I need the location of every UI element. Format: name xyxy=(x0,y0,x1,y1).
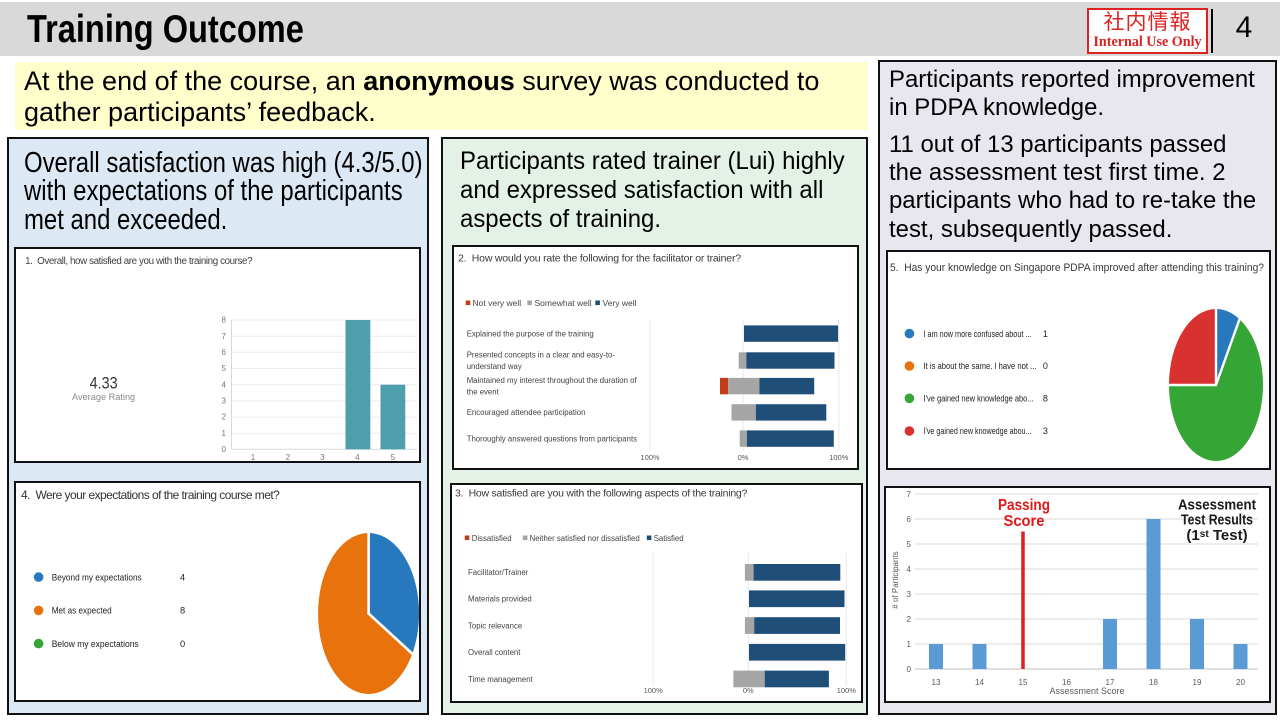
svg-text:5: 5 xyxy=(907,540,912,549)
svg-text:Neither satisfied nor dissatis: Neither satisfied nor dissatisfied xyxy=(530,534,640,543)
svg-text:Assessment: Assessment xyxy=(1178,496,1256,513)
svg-text:# of Participants: # of Participants xyxy=(891,551,900,608)
svg-text:3: 3 xyxy=(1043,426,1048,436)
svg-text:5: 5 xyxy=(222,364,227,373)
svg-text:Assessment Score: Assessment Score xyxy=(1049,686,1124,696)
svg-text:13: 13 xyxy=(932,678,941,687)
svg-text:Thoroughly answered questions: Thoroughly answered questions from parti… xyxy=(467,434,637,443)
svg-text:1: 1 xyxy=(1043,329,1048,339)
svg-text:6: 6 xyxy=(222,348,227,357)
svg-text:100%: 100% xyxy=(837,686,857,695)
svg-text:7: 7 xyxy=(907,490,912,499)
svg-text:15: 15 xyxy=(1019,678,1028,687)
svg-text:2. How would you rate the fol: 2. How would you rate the following for … xyxy=(458,252,741,264)
svg-text:Met as expected: Met as expected xyxy=(52,606,112,616)
svg-text:Below my expectations: Below my expectations xyxy=(52,639,139,649)
svg-text:14: 14 xyxy=(975,678,984,687)
svg-text:0%: 0% xyxy=(743,686,754,695)
svg-text:4. Were your expectations of: 4. Were your expectations of the trainin… xyxy=(21,488,280,502)
svg-text:0: 0 xyxy=(180,639,185,649)
svg-text:0: 0 xyxy=(222,445,227,454)
svg-text:4: 4 xyxy=(180,572,185,582)
svg-text:Overall content: Overall content xyxy=(468,648,521,657)
svg-text:I am now more confused about .: I am now more confused about ... xyxy=(924,329,1032,339)
svg-text:2: 2 xyxy=(907,615,912,624)
svg-text:20: 20 xyxy=(1236,678,1245,687)
svg-text:Facilitator/Trainer: Facilitator/Trainer xyxy=(468,568,529,577)
svg-text:5. Has your knowledge on Sing: 5. Has your knowledge on Singapore PDPA … xyxy=(890,262,1264,274)
svg-text:19: 19 xyxy=(1193,678,1202,687)
svg-text:100%: 100% xyxy=(644,686,664,695)
svg-text:I've gained new knowedge abou.: I've gained new knowedge abou... xyxy=(924,426,1032,436)
svg-text:1. Overall, how satisfied are: 1. Overall, how satisfied are you with t… xyxy=(25,256,253,267)
svg-text:Not very well: Not very well xyxy=(473,298,522,308)
svg-text:0: 0 xyxy=(1043,361,1048,371)
svg-text:100%: 100% xyxy=(829,453,849,462)
svg-text:4.33: 4.33 xyxy=(90,374,118,392)
svg-text:(1st Test): (1st Test) xyxy=(1186,527,1247,544)
svg-text:Beyond my expectations: Beyond my expectations xyxy=(52,572,142,582)
svg-text:I've gained new knowledge abo.: I've gained new knowledge abo... xyxy=(924,394,1034,404)
svg-text:Topic relevance: Topic relevance xyxy=(468,621,522,630)
svg-text:2: 2 xyxy=(286,453,291,461)
svg-text:8: 8 xyxy=(1043,394,1048,404)
svg-text:4: 4 xyxy=(355,453,360,461)
svg-text:Dissatisfied: Dissatisfied xyxy=(472,534,512,543)
svg-text:Passing: Passing xyxy=(998,497,1050,514)
svg-text:3: 3 xyxy=(907,590,912,599)
svg-text:Maintained my interest through: Maintained my interest throughout the du… xyxy=(467,376,638,385)
svg-text:0%: 0% xyxy=(738,453,749,462)
svg-text:1: 1 xyxy=(251,453,256,461)
svg-text:Time management: Time management xyxy=(468,675,534,684)
svg-text:understand way: understand way xyxy=(467,362,522,371)
svg-text:Explained the purpose of the t: Explained the purpose of the training xyxy=(467,329,594,338)
svg-text:1: 1 xyxy=(907,640,912,649)
svg-text:7: 7 xyxy=(222,332,227,341)
svg-text:Materials provided: Materials provided xyxy=(468,595,532,604)
svg-text:8: 8 xyxy=(222,316,227,325)
svg-text:Somewhat well: Somewhat well xyxy=(535,298,592,308)
svg-text:Test Results: Test Results xyxy=(1181,512,1253,529)
svg-text:0: 0 xyxy=(907,665,912,674)
svg-text:3: 3 xyxy=(320,453,325,461)
svg-text:3. How satisfied are you with: 3. How satisfied are you with the follow… xyxy=(455,488,747,500)
svg-text:18: 18 xyxy=(1149,678,1158,687)
svg-text:Score: Score xyxy=(1004,513,1045,530)
svg-text:5: 5 xyxy=(391,453,396,461)
svg-text:100%: 100% xyxy=(640,453,660,462)
svg-text:8: 8 xyxy=(180,606,185,616)
svg-text:6: 6 xyxy=(907,515,912,524)
svg-text:1: 1 xyxy=(222,429,227,438)
svg-text:4: 4 xyxy=(907,565,912,574)
svg-text:3: 3 xyxy=(222,397,227,406)
svg-text:Average Rating: Average Rating xyxy=(72,392,135,402)
svg-text:16: 16 xyxy=(1062,678,1071,687)
svg-text:the event: the event xyxy=(467,388,500,397)
svg-text:Very well: Very well xyxy=(603,298,637,308)
svg-text:It is about the same. I have: It is about the same. I have not ... xyxy=(924,361,1037,371)
svg-text:Satisfied: Satisfied xyxy=(654,534,684,543)
svg-text:4: 4 xyxy=(222,380,227,389)
svg-text:2: 2 xyxy=(222,413,227,422)
svg-text:Presented concepts in a clear: Presented concepts in a clear and easy-t… xyxy=(467,351,616,360)
svg-text:Encouraged attendee participat: Encouraged attendee participation xyxy=(467,408,586,417)
svg-text:17: 17 xyxy=(1106,678,1115,687)
